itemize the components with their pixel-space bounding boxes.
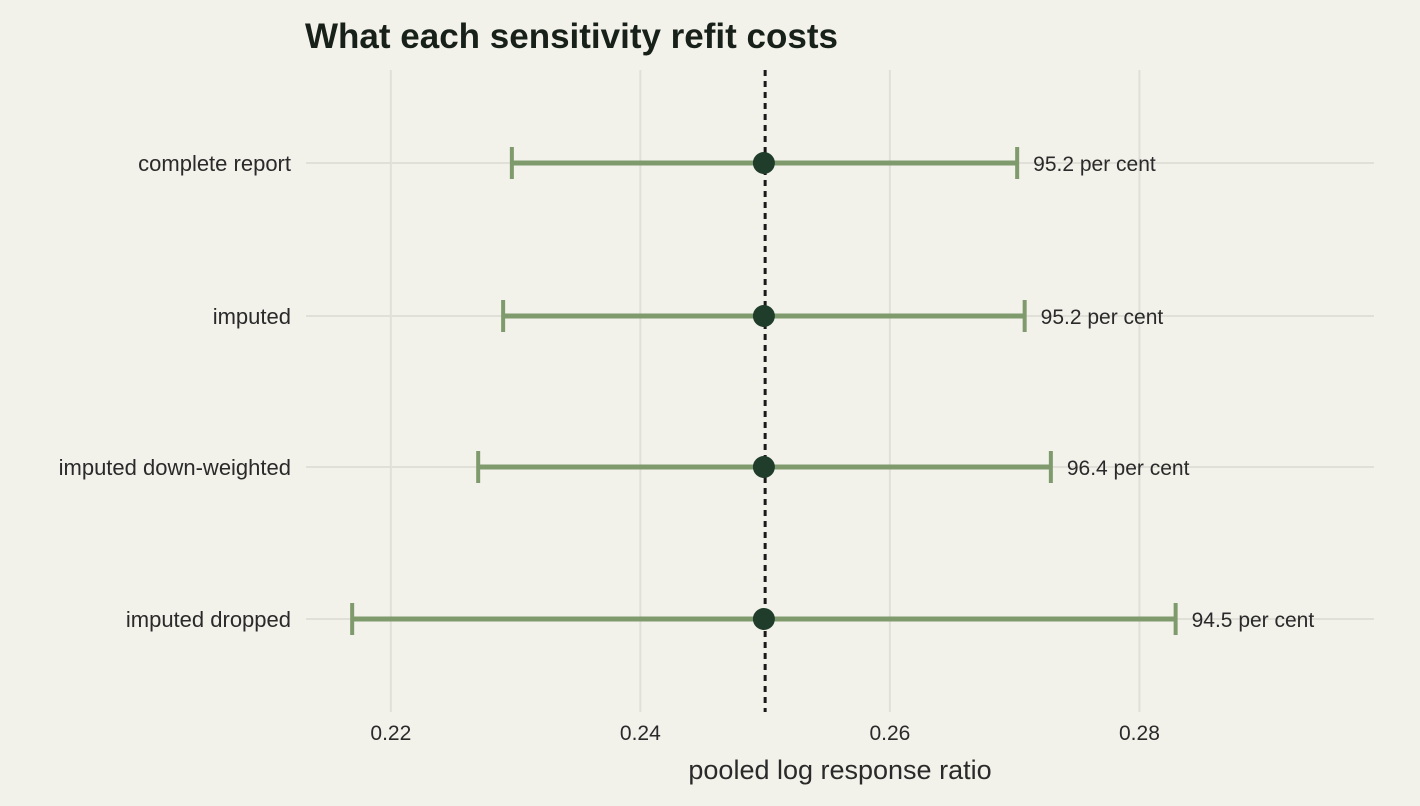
estimate-point <box>752 608 775 630</box>
value-label: 95.2 per cent <box>1041 306 1164 329</box>
x-tick-labels: 0.22 0.24 0.26 0.28 <box>370 722 1159 745</box>
category-label: complete report <box>138 151 291 176</box>
x-axis-title: pooled log response ratio <box>688 755 991 785</box>
value-label: 95.2 per cent <box>1033 153 1156 176</box>
value-label: 96.4 per cent <box>1067 457 1190 480</box>
category-labels: complete report imputed imputed down-weigh… <box>59 151 291 632</box>
estimate-point <box>752 152 775 174</box>
category-label: imputed <box>213 304 291 329</box>
x-tick-label: 0.24 <box>620 722 661 745</box>
x-tick-label: 0.26 <box>869 722 910 745</box>
value-labels: 95.2 per cent 95.2 per cent 96.4 per cent 9… <box>1033 153 1314 632</box>
estimate-point <box>752 305 775 327</box>
chart-title: What each sensitivity refit costs <box>305 17 838 56</box>
vertical-gridlines <box>389 70 1141 712</box>
x-tick-label: 0.22 <box>370 722 411 745</box>
point-group <box>752 152 775 630</box>
value-label: 94.5 per cent <box>1192 609 1315 632</box>
category-label: imputed down-weighted <box>59 455 291 480</box>
category-label: imputed dropped <box>126 607 291 632</box>
x-tick-label: 0.28 <box>1119 722 1160 745</box>
estimate-point <box>752 456 775 478</box>
